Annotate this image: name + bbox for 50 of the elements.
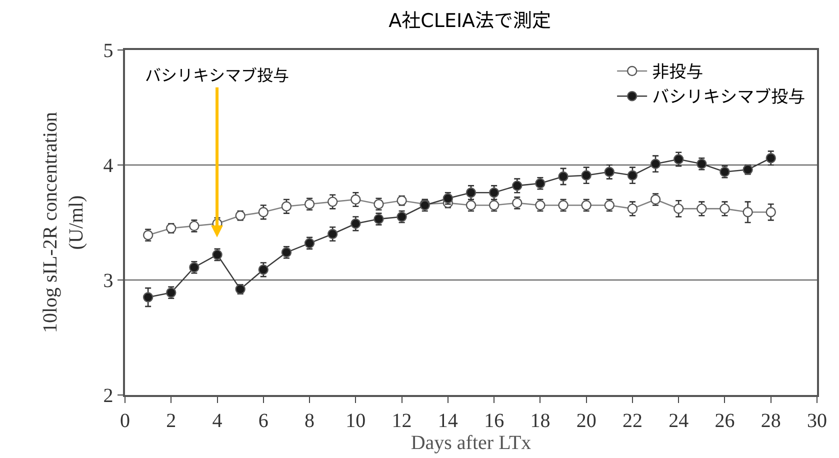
x-tick-label: 14 (438, 410, 458, 432)
point (674, 154, 684, 164)
point (466, 188, 476, 198)
point (766, 207, 776, 218)
point (696, 204, 707, 214)
y-tick-label: 4 (103, 155, 114, 177)
point (328, 196, 338, 207)
point (674, 204, 684, 214)
x-tick-label: 0 (120, 410, 130, 432)
point (742, 207, 753, 218)
x-tick-label: 20 (576, 410, 596, 432)
x-tick-label: 24 (668, 410, 689, 432)
x-tick-label: 4 (212, 410, 222, 432)
y-axis-title: 10log sIL-2R concentration (U/ml) (39, 112, 88, 334)
y-tick-label: 5 (103, 40, 114, 62)
x-tick-label: 6 (258, 410, 268, 432)
chart-title: A社CLEIA法で測定 (388, 10, 552, 32)
point (766, 153, 776, 164)
x-tick-label: 8 (304, 410, 315, 432)
point (512, 180, 522, 191)
point (650, 158, 661, 169)
x-tick-label: 16 (484, 410, 504, 432)
x-axis-title: Days after LTx (410, 432, 532, 454)
legend-label: バシリキシマブ投与 (652, 88, 806, 108)
x-tick-label: 12 (392, 410, 412, 432)
point (581, 170, 592, 180)
x-tick-label: 26 (714, 410, 735, 432)
x-tick-label: 2 (166, 410, 176, 432)
x-tick-label: 22 (622, 410, 642, 432)
point (604, 166, 614, 177)
point (350, 218, 361, 229)
y-tick-label: 2 (103, 385, 114, 407)
legend-label: 非投与 (652, 62, 704, 83)
point (142, 292, 154, 302)
point (281, 201, 292, 212)
x-tick-label: 30 (807, 410, 827, 432)
point (720, 204, 730, 214)
point (258, 207, 268, 218)
point (350, 194, 361, 205)
x-tick-label: 28 (760, 410, 781, 432)
point (627, 170, 638, 180)
x-tick-label: 18 (530, 410, 550, 432)
annotation: バシリキシマブ投与 (145, 66, 290, 85)
point (488, 188, 500, 198)
point (558, 171, 568, 182)
x-tick-label: 10 (346, 410, 366, 432)
point (627, 204, 638, 214)
point (328, 228, 338, 240)
y-tick-label: 3 (103, 270, 114, 292)
point (258, 264, 268, 275)
